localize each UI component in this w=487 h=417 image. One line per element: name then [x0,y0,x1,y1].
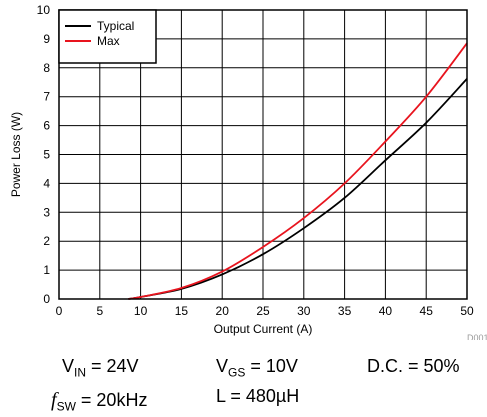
figure-id: D001 [467,333,487,340]
fsw-condition: fSW = 20kHz [51,389,147,414]
x-tick-label: 5 [96,304,103,318]
fsw-subscript: SW [56,399,76,414]
vin-value: = 24V [86,356,139,376]
duty-cycle-text: D.C. = 50% [367,356,460,376]
y-tick-label: 10 [37,3,51,17]
vgs-value: = 10V [245,356,298,376]
fsw-symbol: f [51,389,57,411]
plot-frame [58,9,468,300]
legend-label: Max [97,34,120,48]
x-tick-label: 50 [460,304,474,318]
x-tick-label: 15 [175,304,189,318]
series-line-max [128,42,468,300]
legend-label: Typical [97,19,134,33]
y-tick-label: 2 [43,234,50,248]
y-tick-label: 4 [43,176,50,190]
vgs-condition: VGS = 10V [216,356,298,380]
x-axis-label: Output Current (A) [214,322,313,336]
y-tick-label: 9 [43,32,50,46]
y-tick-label: 0 [43,292,50,306]
inductance-condition: L = 480µH [216,386,299,407]
vgs-subscript: GS [228,365,246,380]
series-line-typical [128,78,468,300]
x-tick-label: 20 [216,304,230,318]
vgs-symbol: V [216,356,229,376]
vin-subscript: IN [74,365,87,380]
y-tick-label: 1 [43,263,50,277]
y-tick-label: 8 [43,61,50,75]
fsw-value: = 20kHz [75,390,148,410]
y-tick-label: 5 [43,148,50,162]
y-tick-label: 6 [43,119,50,133]
x-tick-label: 45 [420,304,434,318]
x-tick-label: 40 [379,304,393,318]
y-tick-label: 7 [43,90,50,104]
vin-condition: VIN = 24V [62,356,139,380]
x-tick-label: 35 [338,304,352,318]
x-tick-label: 10 [134,304,148,318]
x-tick-label: 0 [56,304,63,318]
inductance-text: L = 480µH [216,386,300,406]
y-axis-label: Power Loss (W) [9,112,23,197]
duty-cycle-condition: D.C. = 50% [367,356,460,377]
series-lines [128,42,468,300]
x-tick-label: 25 [256,304,270,318]
vin-symbol: V [62,356,75,376]
legend-box [58,9,157,64]
x-tick-label: 30 [297,304,311,318]
y-tick-label: 3 [43,205,50,219]
